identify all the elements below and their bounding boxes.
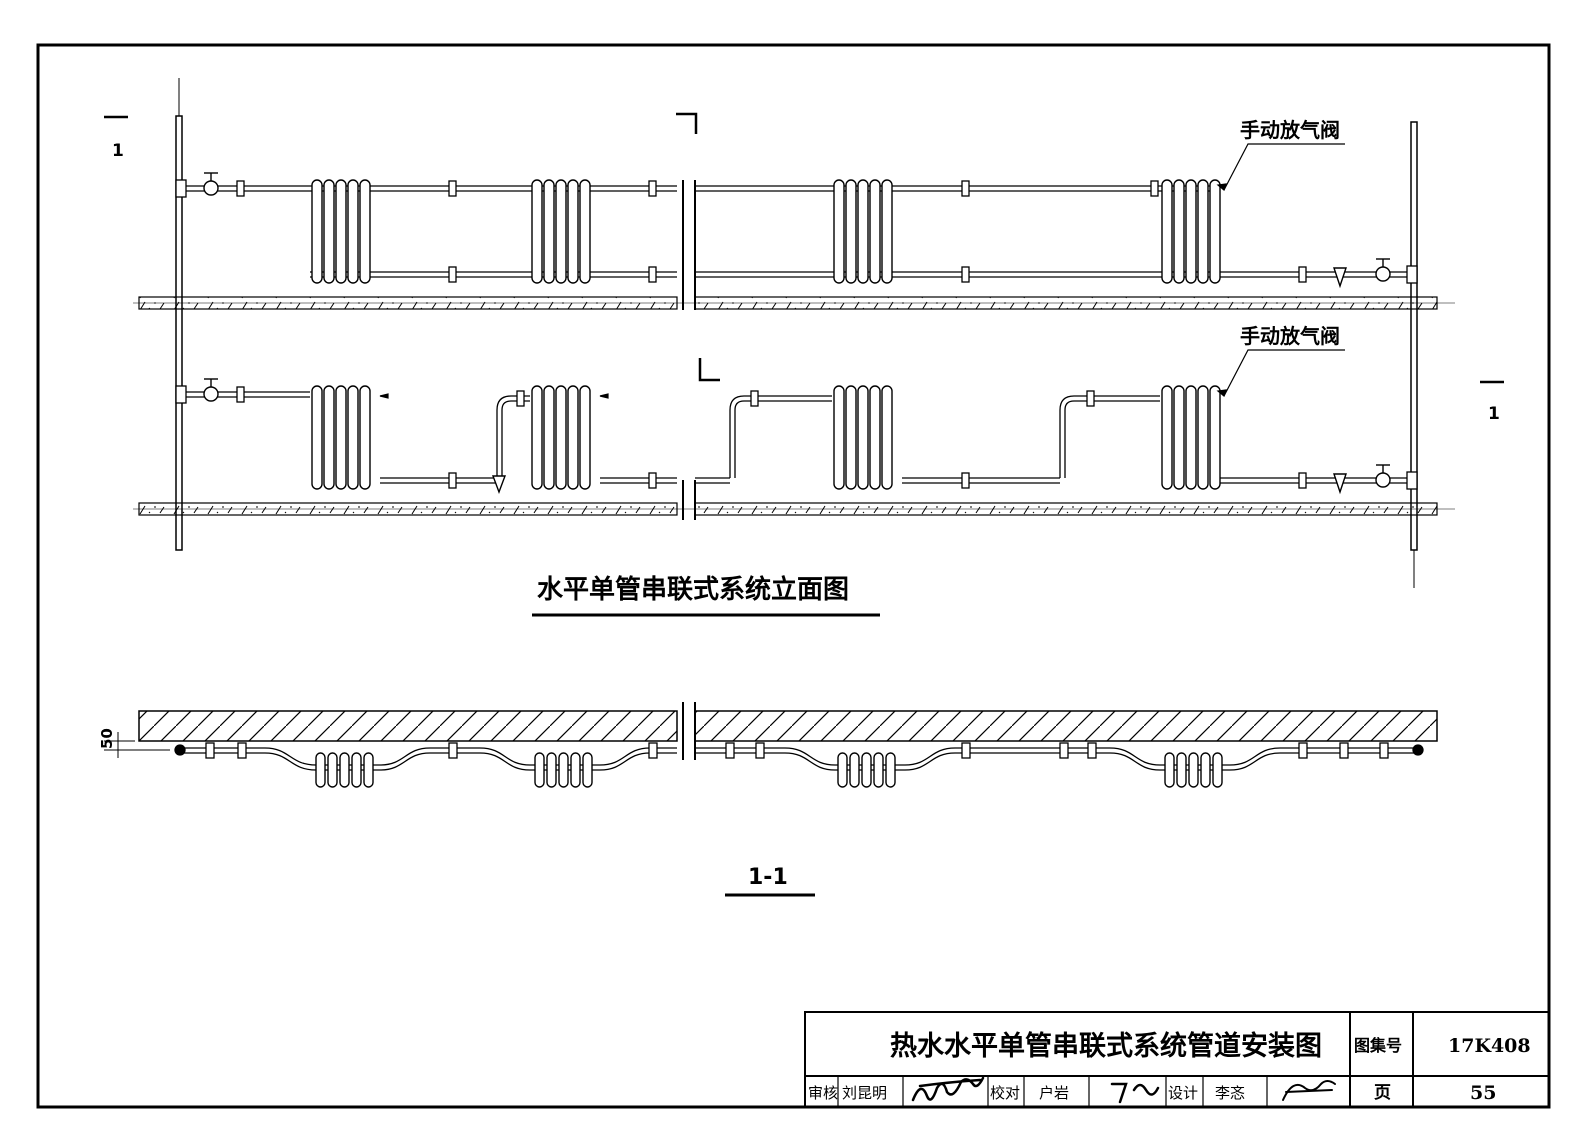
- dimension-label: 50: [98, 728, 116, 749]
- section-title: 1-1: [748, 865, 788, 890]
- checker-signature: [1110, 1082, 1160, 1104]
- designer-signature: [1282, 1080, 1336, 1101]
- section-mark-left: 1: [112, 141, 124, 161]
- outer-frame: [36, 43, 1551, 1109]
- reviewer-signature: [911, 1076, 985, 1102]
- drawing-title: 热水水平单管串联式系统管道安装图: [890, 1030, 1322, 1062]
- atlas-number-label: 图集号: [1354, 1036, 1402, 1055]
- section-mark-right: 1: [1488, 404, 1500, 424]
- atlas-number: 17K408: [1448, 1035, 1531, 1057]
- design-label: 设计: [1168, 1084, 1198, 1102]
- checker-name: 户岩: [1039, 1084, 1069, 1102]
- designer-name: 李忞: [1215, 1084, 1245, 1102]
- elevation-drawing: [104, 78, 1504, 617]
- air-valve-label-upper: 手动放气阀: [1240, 118, 1340, 142]
- elevation-title: 水平单管串联式系统立面图: [537, 574, 849, 605]
- air-valve-label-lower: 手动放气阀: [1240, 324, 1340, 348]
- reviewer-name: 刘昆明: [842, 1084, 887, 1102]
- section-drawing: [104, 702, 1438, 897]
- check-label: 校对: [990, 1084, 1020, 1102]
- title-block: [804, 1011, 1550, 1108]
- review-label: 审核: [808, 1084, 838, 1102]
- page-number: 55: [1470, 1082, 1496, 1104]
- page-label: 页: [1374, 1083, 1391, 1103]
